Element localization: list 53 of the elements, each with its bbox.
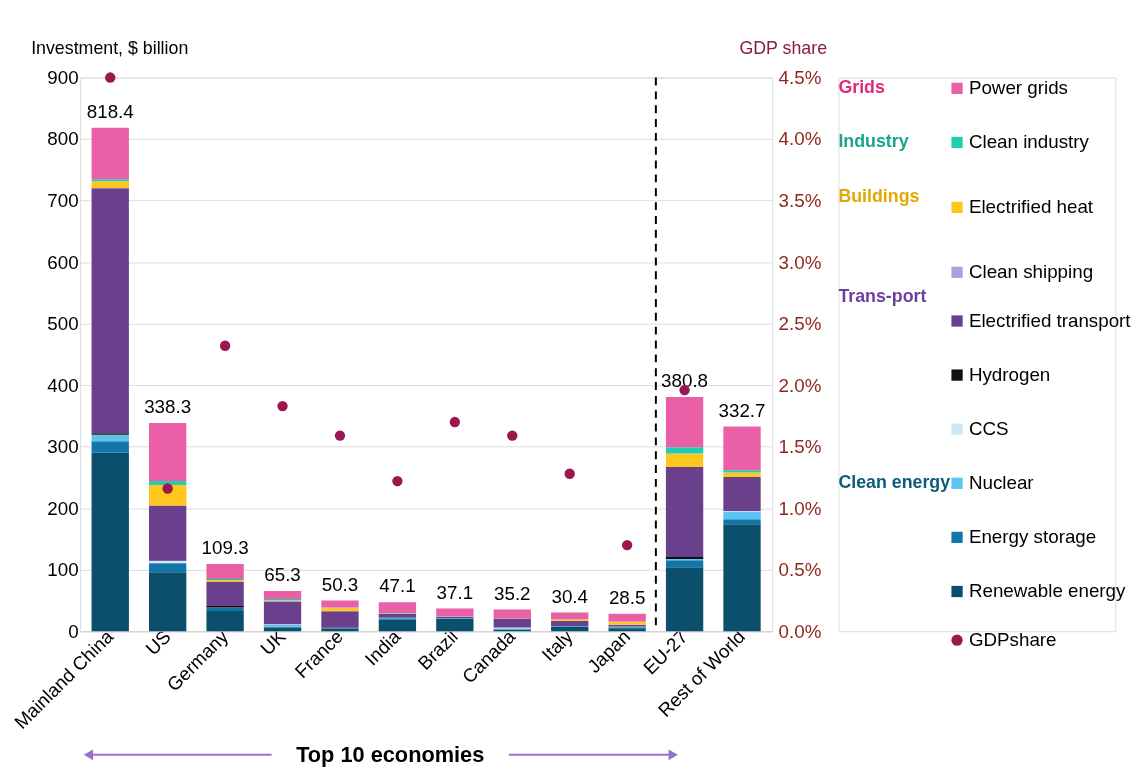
legend-label: Electrified transport <box>968 309 1132 331</box>
y-tick-label: 200 <box>47 497 79 519</box>
y2-tick-label: 4.5% <box>778 66 822 88</box>
total-label: 338.3 <box>144 396 192 418</box>
y-tick-label: 400 <box>47 374 79 396</box>
text: Top 10 economies <box>296 741 485 767</box>
total-label: 332.7 <box>718 399 766 421</box>
y2-tick-label: 1.0% <box>778 497 822 519</box>
legend-label: Clean industry <box>968 131 1090 153</box>
y-tick-label: 800 <box>47 128 79 150</box>
legend-label: Hydrogen <box>968 364 1051 386</box>
legend-label: Power grids <box>968 77 1069 99</box>
y2-tick-label: 0.5% <box>778 559 822 581</box>
total-label: 818.4 <box>86 100 134 122</box>
y2-tick-label: 3.5% <box>778 190 822 212</box>
text: Grids <box>838 77 885 98</box>
total-label: 50.3 <box>321 573 359 595</box>
text: Industry <box>838 131 909 152</box>
total-label: 380.8 <box>661 370 709 392</box>
total-label: 30.4 <box>551 585 588 607</box>
y2-axis-title: GDP share <box>739 38 828 59</box>
text: Clean energy <box>838 472 951 493</box>
y-tick-label: 300 <box>47 436 79 458</box>
y-tick-label: 500 <box>47 313 79 335</box>
total-label: 35.2 <box>494 582 531 604</box>
y-tick-label: 700 <box>47 190 79 212</box>
y2-tick-label: 2.5% <box>778 313 822 335</box>
x-tick-label: US <box>141 625 175 660</box>
y-tick-label: 100 <box>47 559 79 581</box>
y-axis-title: Investment, $ billion <box>31 38 189 59</box>
y-tick-label: 600 <box>47 251 79 273</box>
y2-tick-label: 1.5% <box>778 436 822 458</box>
y2-tick-label: 0.0% <box>778 620 822 642</box>
total-label: 37.1 <box>436 581 474 603</box>
text: Buildings <box>838 185 920 206</box>
x-tick-label: UK <box>256 625 290 660</box>
text: Trans-port <box>838 285 927 306</box>
total-label: 65.3 <box>264 564 301 586</box>
total-label: 109.3 <box>201 537 249 559</box>
x-tick-label: Italy <box>537 625 578 666</box>
y-tick-label: 900 <box>47 66 79 88</box>
y2-tick-label: 3.0% <box>778 251 822 273</box>
y2-tick-label: 2.0% <box>778 374 822 396</box>
legend-label: GDPshare <box>968 629 1057 651</box>
legend-label: CCS <box>968 418 1009 440</box>
legend-label: Nuclear <box>968 472 1034 494</box>
legend-label: Clean shipping <box>968 261 1094 283</box>
legend-label: Renewable energy <box>968 580 1127 602</box>
total-label: 47.1 <box>379 575 416 597</box>
legend-label: Energy storage <box>968 526 1097 548</box>
y2-tick-label: 4.0% <box>778 128 822 150</box>
legend-label: Electrified heat <box>968 196 1094 218</box>
total-label: 28.5 <box>608 586 646 608</box>
